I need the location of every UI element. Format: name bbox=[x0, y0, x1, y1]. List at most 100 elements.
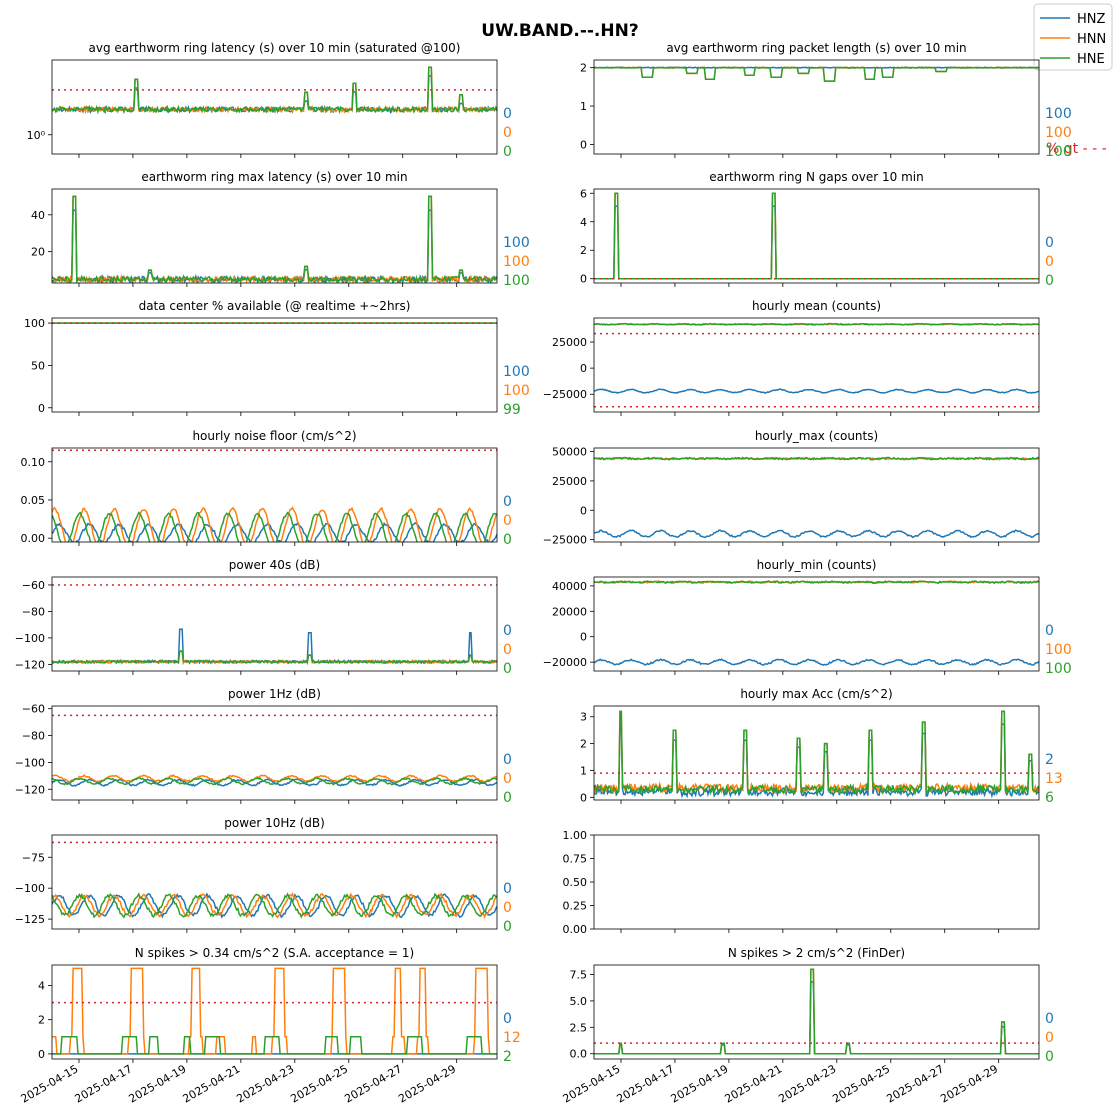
plot-area bbox=[52, 584, 497, 666]
y-tick-label: 50 bbox=[31, 359, 45, 372]
series-hnz bbox=[52, 521, 497, 542]
plot-area bbox=[594, 580, 1039, 666]
panel-7: hourly_max (counts) −25000 0 25000 50000 bbox=[543, 429, 1040, 547]
y-tick-label: −60 bbox=[22, 579, 45, 592]
y-tick-label: −100 bbox=[15, 882, 45, 895]
panel-14: N spikes > 0.34 cm/s^2 (S.A. acceptance … bbox=[19, 946, 521, 1106]
plot-area bbox=[594, 710, 1039, 799]
y-tick-label: 2.5 bbox=[570, 1021, 588, 1034]
y-tick-label: 1.00 bbox=[563, 829, 588, 842]
axes-frame bbox=[593, 576, 1040, 672]
panel-0: avg earthworm ring latency (s) over 10 m… bbox=[27, 41, 512, 160]
panel-title: avg earthworm ring packet length (s) ove… bbox=[666, 41, 966, 55]
axes-frame bbox=[593, 188, 1040, 284]
series-hnz bbox=[52, 778, 497, 787]
axes-frame bbox=[51, 964, 498, 1060]
x-tick-label: 2025-04-19 bbox=[669, 1062, 731, 1105]
y-tick-label: −25000 bbox=[543, 388, 587, 401]
y-tick-label: −120 bbox=[15, 783, 45, 796]
panel-title: data center % available (@ realtime +~2h… bbox=[139, 299, 411, 313]
y-tick-label: 0.05 bbox=[21, 494, 46, 507]
series-hnn bbox=[52, 195, 497, 283]
y-tick-label: 0.00 bbox=[563, 923, 588, 936]
series-hnn bbox=[594, 968, 1039, 1055]
percent-hne: 0 bbox=[1045, 1049, 1054, 1065]
percent-hnn: 0 bbox=[503, 642, 512, 658]
y-tick-label: 0.50 bbox=[563, 876, 588, 889]
panel-title: avg earthworm ring latency (s) over 10 m… bbox=[89, 41, 461, 55]
y-tick-label: −20000 bbox=[543, 656, 587, 669]
series-hnn bbox=[52, 967, 497, 1055]
series-hnz bbox=[594, 388, 1039, 394]
y-tick-label: 20 bbox=[31, 246, 45, 259]
panel-3: earthworm ring N gaps over 10 min 0 2 4 6 0 0 0 bbox=[580, 170, 1054, 289]
series-hne bbox=[594, 192, 1039, 280]
series-hne bbox=[52, 66, 497, 115]
percent-hne: 0 bbox=[1045, 273, 1054, 289]
series-hnn bbox=[52, 773, 497, 783]
percent-hnn: 100 bbox=[503, 254, 530, 270]
axes-frame bbox=[51, 317, 498, 413]
percent-hnn: 0 bbox=[1045, 254, 1054, 270]
y-tick-label: 4 bbox=[38, 980, 45, 993]
percent-hne: 6 bbox=[1045, 790, 1054, 806]
series-hnn bbox=[594, 192, 1039, 280]
panel-5: hourly mean (counts) −25000 0 25000 bbox=[543, 299, 1040, 416]
y-tick-label: −80 bbox=[22, 730, 45, 743]
x-tick-label: 2025-04-17 bbox=[615, 1062, 677, 1105]
x-tick-label: 2025-04-29 bbox=[938, 1062, 1000, 1105]
panel-title: power 40s (dB) bbox=[229, 558, 320, 572]
percent-hnz: 0 bbox=[503, 623, 512, 639]
axes-frame bbox=[51, 834, 498, 930]
x-tick-label: 2025-04-23 bbox=[234, 1062, 296, 1105]
legend-label-hnz: HNZ bbox=[1077, 12, 1106, 27]
y-tick-label: −60 bbox=[22, 703, 45, 716]
axes-frame bbox=[51, 447, 498, 543]
percent-hnz: 0 bbox=[1045, 623, 1054, 639]
y-tick-label: 0.10 bbox=[21, 456, 46, 469]
panels: avg earthworm ring latency (s) over 10 m… bbox=[15, 41, 1072, 1106]
y-tick-label: 2 bbox=[580, 738, 587, 751]
panel-title: N spikes > 0.34 cm/s^2 (S.A. acceptance … bbox=[135, 946, 414, 960]
axes-frame bbox=[593, 317, 1040, 413]
percent-hne: 100 bbox=[1045, 661, 1072, 677]
percent-hnn: 12 bbox=[503, 1030, 521, 1046]
y-tick-label: −100 bbox=[15, 632, 45, 645]
series-hnz bbox=[52, 209, 497, 283]
y-tick-label: −120 bbox=[15, 658, 45, 671]
y-tick-label: −100 bbox=[15, 756, 45, 769]
series-hnz bbox=[594, 658, 1039, 666]
y-tick-label: 0 bbox=[580, 631, 587, 644]
y-tick-label: 0 bbox=[580, 791, 587, 804]
panel-title: N spikes > 2 cm/s^2 (FinDer) bbox=[728, 946, 905, 960]
y-tick-label: 0 bbox=[580, 138, 587, 151]
series-hne bbox=[52, 892, 497, 919]
axes-frame bbox=[51, 576, 498, 672]
series-hnz bbox=[52, 628, 497, 665]
percent-hne: 99 bbox=[503, 402, 521, 418]
y-tick-label: 0.25 bbox=[563, 900, 588, 913]
series-hne bbox=[52, 1036, 497, 1055]
x-tick-label: 2025-04-15 bbox=[19, 1062, 81, 1105]
y-tick-label: 1 bbox=[580, 764, 587, 777]
x-tick-label: 2025-04-23 bbox=[776, 1062, 838, 1105]
panel-title: power 1Hz (dB) bbox=[228, 687, 321, 701]
panel-6: hourly noise floor (cm/s^2) 0.00 0.05 0.10 0… bbox=[21, 429, 512, 548]
plot-area bbox=[52, 66, 497, 115]
panel-9: hourly_min (counts) −20000 0 20000 40000 0 100… bbox=[543, 558, 1072, 677]
axes-frame bbox=[593, 59, 1040, 155]
percent-hnn: 100 bbox=[1045, 642, 1072, 658]
plot-area bbox=[594, 192, 1039, 280]
panel-title: hourly noise floor (cm/s^2) bbox=[192, 429, 356, 443]
panel-title: hourly mean (counts) bbox=[752, 299, 881, 313]
y-tick-label: 2 bbox=[38, 1014, 45, 1027]
legend-label-hne: HNE bbox=[1077, 52, 1105, 67]
panel-15: N spikes > 2 cm/s^2 (FinDer) 0.0 2.5 5.0 7.5… bbox=[561, 946, 1054, 1106]
y-tick-label: −25000 bbox=[543, 534, 587, 547]
series-hne bbox=[594, 322, 1039, 326]
y-tick-label: 10⁰ bbox=[27, 129, 46, 142]
plot-area bbox=[52, 967, 497, 1055]
legend-label-hnn: HNN bbox=[1077, 32, 1106, 47]
legend: HNZ HNN HNE bbox=[1033, 3, 1113, 71]
axes-frame bbox=[593, 705, 1040, 801]
